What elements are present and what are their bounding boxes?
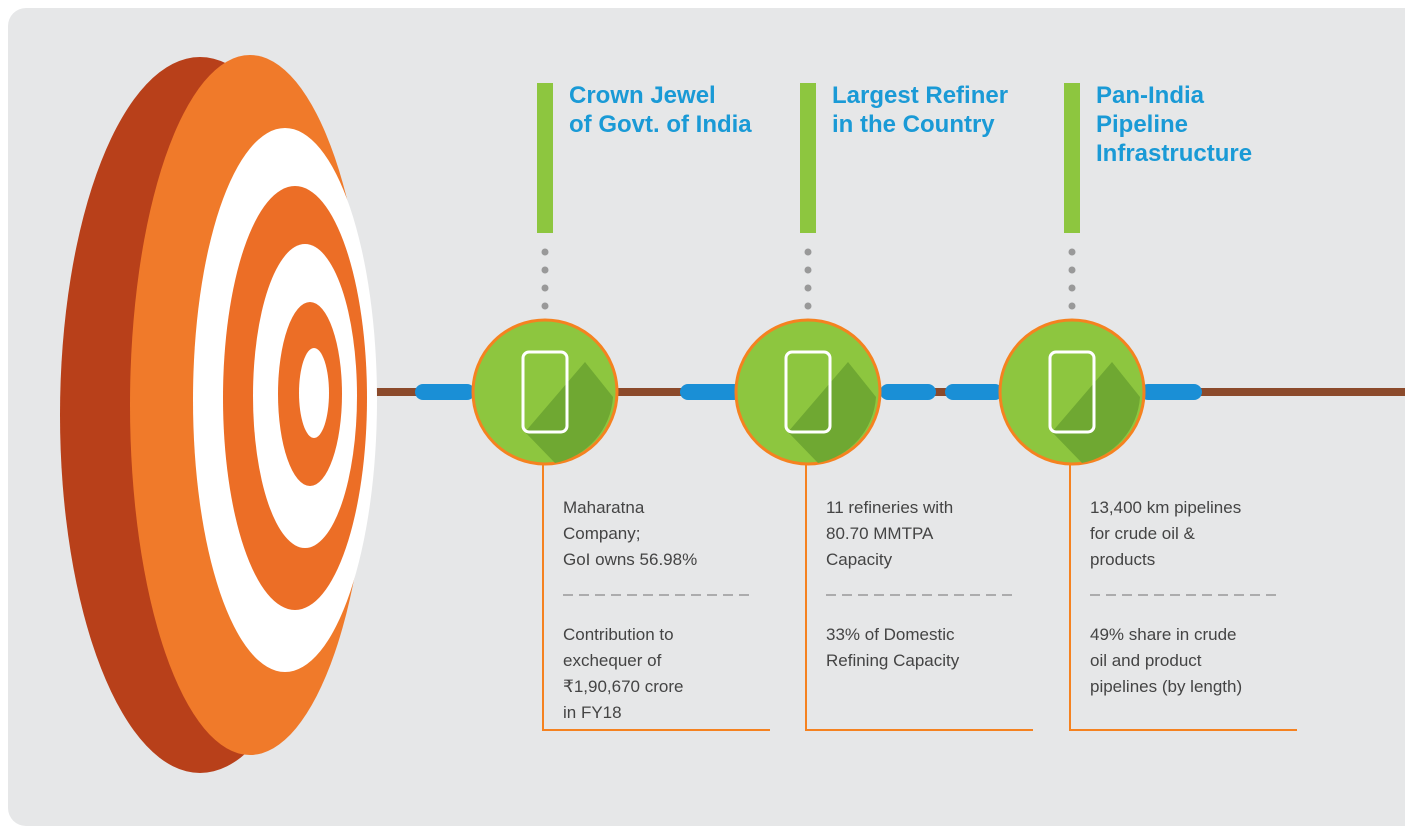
item-title: in the Country [832,111,995,138]
dot [804,266,812,274]
item-title: Pipeline [1096,111,1188,138]
item-title: of Govt. of India [569,111,752,138]
fact-text: Capacity [826,550,893,569]
icon [784,350,832,434]
item-title: Crown Jewel [569,82,716,109]
fact-text: Contribution to [563,625,674,644]
dot [804,302,812,310]
fact-text: 13,400 km pipelines [1090,498,1241,517]
item-title: Pan-India [1096,82,1205,109]
accent-bar [1064,83,1080,233]
fact-text: ₹1,90,670 crore [563,677,683,696]
item-title: Largest Refiner [832,82,1008,109]
icon-shadow [788,362,876,463]
fact-text: Maharatna [563,498,645,517]
icon [1048,350,1096,434]
dot [804,248,812,256]
dot [541,248,549,256]
background [8,8,1405,826]
accent-bar [537,83,553,233]
fact-text: exchequer of [563,651,662,670]
dot [541,284,549,292]
fact-text: 80.70 MMTPA [826,524,934,543]
fact-text: Company; [563,524,640,543]
fact-text: 33% of Domestic [826,625,955,644]
fact-text: in FY18 [563,703,622,722]
dot [541,302,549,310]
bracket [542,462,770,731]
item-title: Infrastructure [1096,140,1252,167]
dot [1068,302,1076,310]
target [60,55,377,773]
icon [521,350,569,434]
fact-text: 49% share in crude [1090,625,1236,644]
fact-text: 11 refineries with [826,498,953,517]
dot [1068,266,1076,274]
fact-text: pipelines (by length) [1090,677,1242,696]
dot [1068,248,1076,256]
icon-shadow [525,362,613,463]
fact-text: Refining Capacity [826,651,960,670]
bracket [1069,462,1297,731]
fact-text: products [1090,550,1155,569]
dot [541,266,549,274]
fact-text: GoI owns 56.98% [563,550,697,569]
fact-text: oil and product [1090,651,1202,670]
fact-text: for crude oil & [1090,524,1196,543]
accent-bar [800,83,816,233]
bracket [805,462,1033,731]
dot [1068,284,1076,292]
pipe-segments [415,384,1202,400]
dot [804,284,812,292]
icon-shadow [1052,362,1140,463]
